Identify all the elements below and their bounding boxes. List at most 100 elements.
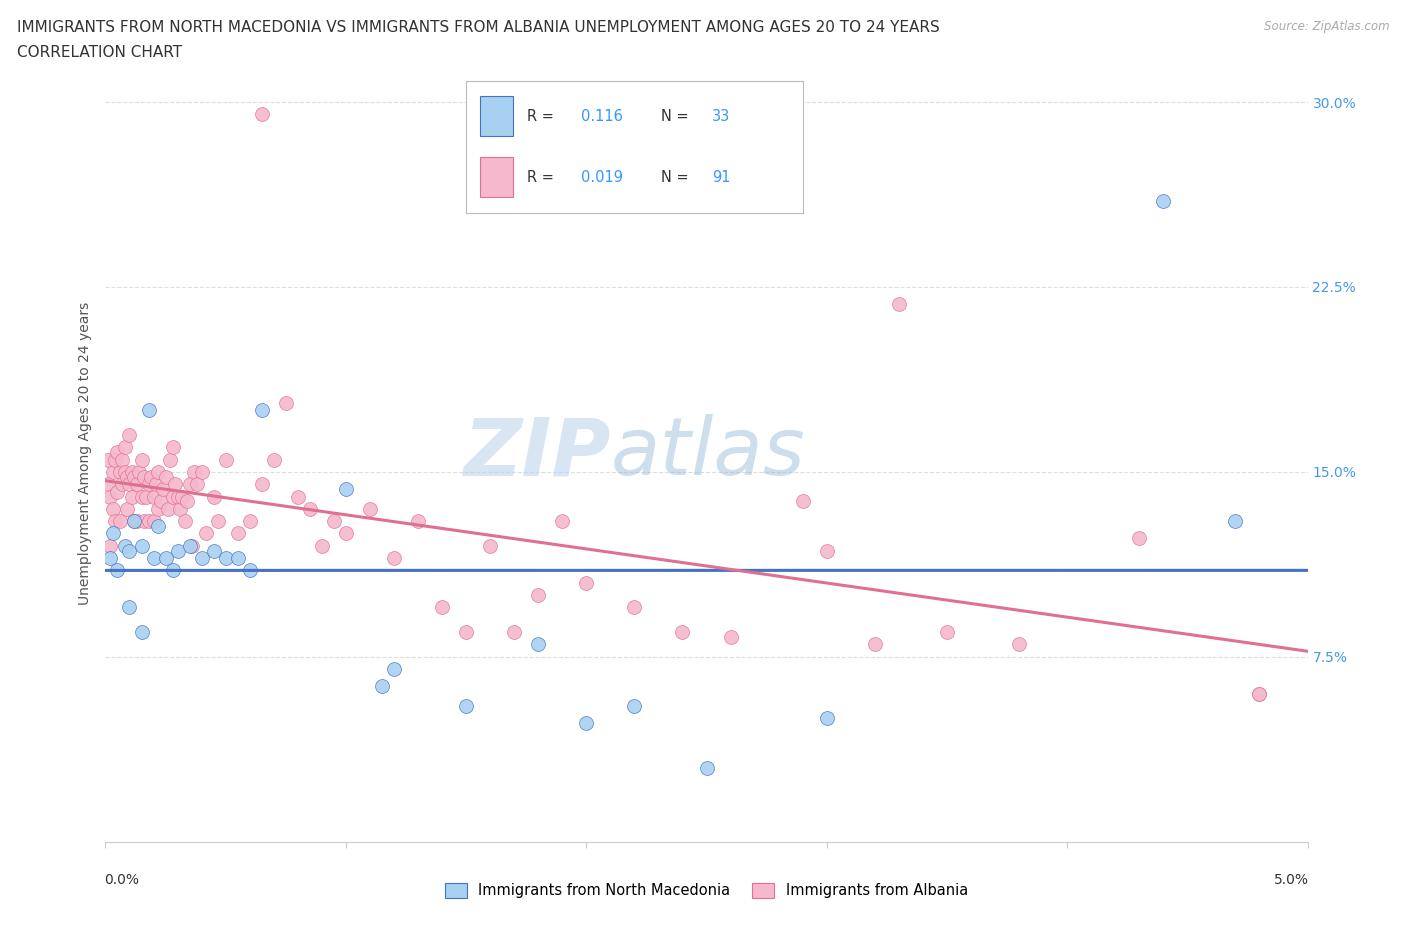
Point — [214, 452, 236, 467]
Point — [145, 477, 167, 492]
Point — [165, 477, 187, 492]
Point — [138, 513, 160, 528]
Point — [214, 551, 236, 565]
Point — [190, 464, 212, 479]
Point — [107, 563, 129, 578]
Point — [111, 452, 134, 467]
Point — [1008, 637, 1031, 652]
Point — [250, 477, 273, 492]
Point — [527, 588, 550, 603]
Point — [125, 477, 148, 492]
Text: CORRELATION CHART: CORRELATION CHART — [17, 45, 181, 60]
Point — [118, 428, 141, 443]
Point — [152, 482, 174, 497]
Point — [98, 489, 121, 504]
Text: IMMIGRANTS FROM NORTH MACEDONIA VS IMMIGRANTS FROM ALBANIA UNEMPLOYMENT AMONG AG: IMMIGRANTS FROM NORTH MACEDONIA VS IMMIG… — [17, 20, 939, 35]
Point — [98, 551, 121, 565]
Point — [179, 538, 201, 553]
Point — [181, 538, 204, 553]
Point — [169, 501, 191, 516]
Point — [250, 403, 273, 418]
Point — [121, 489, 143, 504]
Point — [104, 452, 127, 467]
Point — [575, 576, 598, 591]
Point — [159, 452, 181, 467]
Point — [108, 464, 131, 479]
Point — [172, 489, 194, 504]
Point — [139, 470, 162, 485]
Point — [406, 513, 429, 528]
Point — [124, 470, 146, 485]
Point — [162, 563, 184, 578]
Point — [430, 600, 453, 615]
Point — [124, 513, 146, 528]
Point — [322, 513, 344, 528]
Point — [97, 477, 120, 492]
Point — [162, 489, 184, 504]
Point — [98, 538, 121, 553]
Point — [250, 107, 273, 122]
Point — [131, 452, 153, 467]
Point — [138, 477, 160, 492]
Point — [298, 501, 321, 516]
Text: 5.0%: 5.0% — [1274, 872, 1309, 886]
Point — [107, 485, 129, 499]
Point — [186, 477, 208, 492]
Point — [696, 760, 718, 775]
Point — [527, 637, 550, 652]
Point — [575, 716, 598, 731]
Point — [114, 440, 136, 455]
Point — [166, 489, 188, 504]
Point — [195, 526, 218, 541]
Point — [623, 698, 645, 713]
Point — [226, 551, 249, 565]
Point — [263, 452, 285, 467]
Text: ZIP: ZIP — [463, 415, 610, 492]
Point — [183, 464, 205, 479]
Point — [108, 513, 131, 528]
Point — [207, 513, 229, 528]
Point — [179, 477, 201, 492]
Point — [239, 513, 262, 528]
Point — [1152, 193, 1174, 208]
Text: atlas: atlas — [610, 415, 806, 492]
Point — [118, 477, 141, 492]
Point — [176, 494, 198, 509]
Point — [166, 543, 188, 558]
Point — [887, 297, 910, 312]
Point — [114, 464, 136, 479]
Point — [131, 538, 153, 553]
Text: Source: ZipAtlas.com: Source: ZipAtlas.com — [1264, 20, 1389, 33]
Point — [131, 625, 153, 640]
Legend: Immigrants from North Macedonia, Immigrants from Albania: Immigrants from North Macedonia, Immigra… — [439, 877, 974, 904]
Point — [162, 440, 184, 455]
Point — [114, 538, 136, 553]
Point — [155, 551, 177, 565]
Point — [815, 543, 838, 558]
Point — [131, 489, 153, 504]
Point — [202, 489, 225, 504]
Point — [101, 464, 124, 479]
Point — [239, 563, 262, 578]
Point — [274, 395, 297, 410]
Point — [720, 630, 742, 644]
Point — [792, 494, 814, 509]
Text: 0.0%: 0.0% — [104, 872, 139, 886]
Point — [1249, 686, 1271, 701]
Point — [155, 470, 177, 485]
Point — [1225, 513, 1247, 528]
Point — [936, 625, 959, 640]
Point — [115, 470, 138, 485]
Point — [815, 711, 838, 725]
Point — [115, 501, 138, 516]
Point — [671, 625, 693, 640]
Point — [142, 551, 165, 565]
Point — [111, 477, 134, 492]
Point — [101, 526, 124, 541]
Point — [148, 464, 170, 479]
Point — [382, 551, 405, 565]
Point — [135, 489, 157, 504]
Point — [125, 513, 148, 528]
Point — [335, 526, 357, 541]
Point — [382, 661, 405, 676]
